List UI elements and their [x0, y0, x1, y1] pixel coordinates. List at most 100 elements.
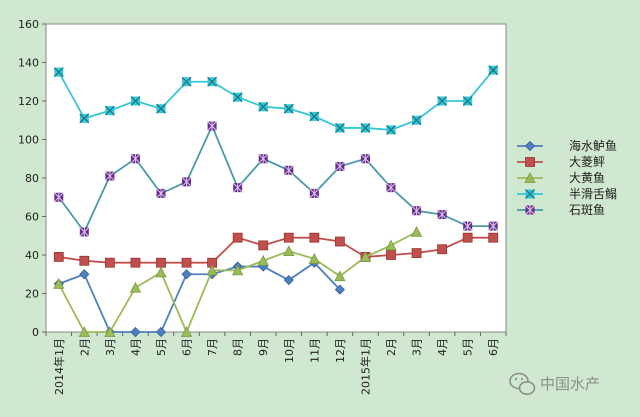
- series-3: [53, 65, 499, 135]
- data-point: [283, 232, 294, 243]
- data-point: [309, 111, 320, 122]
- data-point: [385, 239, 397, 251]
- data-point: [411, 248, 422, 258]
- x-tick-label: 4月: [129, 338, 142, 356]
- legend-swatch-marker: [525, 157, 535, 167]
- data-point: [232, 264, 244, 276]
- data-point: [105, 171, 115, 181]
- x-tick-label: 10月: [283, 338, 296, 363]
- x-tick-label: 5月: [155, 338, 168, 356]
- legend-label: 半滑舌鳎: [569, 187, 617, 201]
- x-tick-label: 2月: [78, 338, 91, 356]
- data-point: [437, 209, 447, 220]
- data-point: [334, 284, 345, 295]
- data-point: [437, 244, 448, 255]
- data-point: [437, 96, 448, 106]
- legend-item: 海水鲈鱼: [517, 138, 617, 153]
- data-point: [257, 254, 269, 266]
- data-point: [462, 96, 473, 106]
- x-tick-label: 3月: [411, 338, 424, 356]
- data-point: [207, 76, 218, 87]
- data-point: [181, 176, 192, 187]
- data-point: [156, 103, 166, 114]
- legend-label: 大菱鲆: [569, 155, 605, 169]
- data-point: [53, 252, 64, 262]
- data-point: [130, 326, 141, 338]
- data-point: [411, 115, 422, 126]
- y-tick-label: 100: [18, 134, 39, 147]
- data-point: [334, 270, 346, 282]
- data-point: [78, 326, 90, 337]
- y-tick-label: 160: [18, 18, 39, 31]
- data-point: [130, 257, 141, 268]
- data-point: [283, 245, 295, 257]
- legend-label: 大黄鱼: [569, 171, 605, 185]
- x-tick-label: 2月: [385, 338, 398, 356]
- data-point: [411, 205, 422, 216]
- x-tick-label: 6月: [487, 338, 500, 356]
- data-point: [155, 266, 167, 278]
- watermark-text: 中国水产: [540, 375, 600, 393]
- data-point: [180, 326, 193, 337]
- y-axis: 0 20 40 60 80 100 120 140 160: [18, 18, 46, 339]
- data-point: [129, 281, 142, 293]
- series-2: [53, 226, 423, 337]
- series-line: [58, 261, 341, 333]
- x-tick-label: 3月: [104, 338, 117, 356]
- data-point: [283, 165, 294, 176]
- legend-item: 大菱鲆: [517, 155, 605, 169]
- data-point: [53, 192, 64, 203]
- data-point: [181, 257, 192, 268]
- data-point: [360, 123, 371, 133]
- data-point: [309, 232, 320, 243]
- x-tick-label: 4月: [436, 338, 449, 356]
- y-tick-label: 140: [18, 57, 39, 70]
- legend-item: 石斑鱼: [517, 203, 605, 217]
- data-point: [386, 182, 396, 193]
- data-point: [488, 221, 499, 231]
- data-point: [232, 92, 243, 103]
- x-tick-label: 5月: [462, 338, 475, 356]
- data-point: [309, 188, 320, 199]
- x-tick-label: 6月: [181, 338, 194, 356]
- y-tick-label: 120: [18, 95, 39, 108]
- legend-swatch-marker: [524, 140, 536, 152]
- data-point: [207, 121, 217, 131]
- data-point: [283, 103, 294, 114]
- data-point: [386, 250, 396, 260]
- data-point: [104, 257, 115, 268]
- data-point: [130, 153, 141, 164]
- data-point: [79, 113, 90, 124]
- series-4: [53, 121, 499, 237]
- legend-item: 半滑舌鳎: [517, 187, 617, 201]
- data-point: [104, 105, 115, 116]
- y-tick-label: 80: [25, 172, 39, 185]
- data-point: [308, 252, 320, 264]
- y-tick-label: 0: [32, 326, 39, 339]
- data-point: [258, 240, 269, 251]
- data-point: [130, 96, 141, 106]
- data-point: [360, 153, 371, 164]
- series-layer: [53, 65, 499, 338]
- legend-label: 海水鲈鱼: [569, 138, 617, 153]
- legend-swatch-marker: [525, 189, 535, 199]
- x-tick-label: 7月: [206, 338, 219, 356]
- data-point: [104, 326, 116, 337]
- y-tick-label: 60: [25, 211, 39, 224]
- data-point: [334, 123, 345, 133]
- plot-area: [45, 23, 507, 333]
- legend-item: 大黄鱼: [517, 171, 605, 185]
- data-point: [335, 161, 345, 172]
- data-point: [156, 188, 166, 199]
- x-tick-label: 9月: [257, 338, 270, 356]
- data-point: [410, 226, 423, 237]
- x-tick-label: 2015年1月: [358, 338, 372, 395]
- data-point: [181, 269, 192, 280]
- data-point: [488, 65, 499, 76]
- x-tick-label: 12月: [334, 338, 347, 363]
- data-point: [53, 278, 65, 289]
- data-point: [462, 221, 473, 231]
- series-1: [53, 232, 499, 268]
